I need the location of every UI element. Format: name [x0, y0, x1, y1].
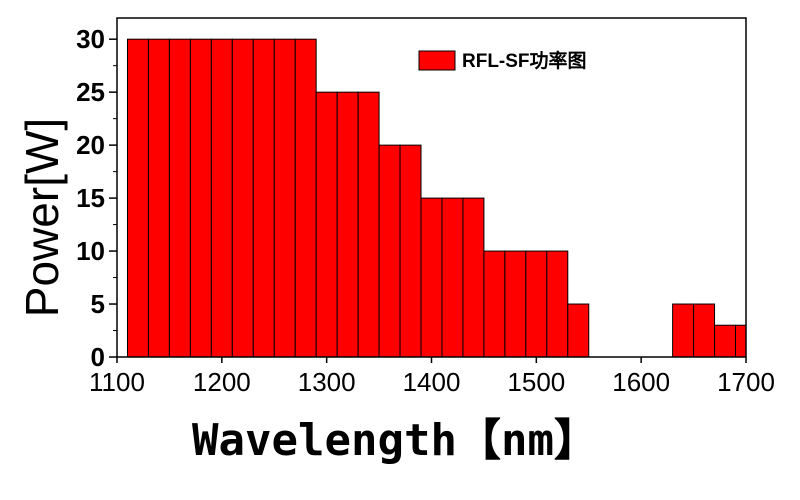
- x-tick-label: 1500: [507, 367, 565, 397]
- histogram-bar: [567, 303, 590, 358]
- histogram-bar: [189, 38, 212, 358]
- x-tick-label: 1100: [89, 367, 145, 397]
- histogram-bar: [252, 38, 275, 358]
- x-tick-label: 1200: [193, 367, 251, 397]
- y-tick-label: 10: [76, 236, 105, 266]
- x-tick-label: 1600: [612, 367, 670, 397]
- legend: RFL-SF功率图: [418, 49, 587, 72]
- histogram-bar: [357, 91, 380, 358]
- histogram-bar: [399, 144, 422, 358]
- legend-swatch: [418, 50, 456, 71]
- x-tick-label: 1700: [717, 367, 775, 397]
- histogram-bar: [294, 38, 317, 358]
- histogram-bar: [483, 250, 506, 358]
- histogram-bar: [147, 38, 170, 358]
- histogram-bar: [693, 303, 716, 358]
- histogram-bar: [168, 38, 191, 358]
- histogram-bar: [504, 250, 527, 358]
- histogram-bar: [735, 324, 747, 358]
- histogram-bar: [525, 250, 548, 358]
- histogram-bar: [378, 144, 401, 358]
- y-axis-ticks: 0 5 10 15 20 25 30: [76, 24, 117, 372]
- x-axis-ticks: 1100 1200 1300 1400 1500 1600 1700: [89, 357, 775, 397]
- legend-label: RFL-SF功率图: [462, 49, 587, 72]
- histogram-bar: [273, 38, 296, 358]
- histogram-bar: [714, 324, 737, 358]
- histogram-bar: [210, 38, 233, 358]
- x-tick-label: 1300: [298, 367, 356, 397]
- histogram-bar: [672, 303, 695, 358]
- histogram-bar: [126, 38, 149, 358]
- histogram-bar: [231, 38, 254, 358]
- y-tick-label: 20: [76, 130, 105, 160]
- histogram-bar: [462, 197, 485, 358]
- y-tick-label: 25: [76, 77, 105, 107]
- bars-group: [126, 38, 747, 358]
- y-tick-label: 30: [76, 24, 105, 54]
- histogram-bar: [546, 250, 569, 358]
- histogram-bar: [336, 91, 359, 358]
- y-tick-label: 5: [91, 289, 105, 319]
- y-tick-label: 15: [76, 183, 105, 213]
- histogram-bar: [315, 91, 338, 358]
- y-axis-label: Power[W]: [16, 118, 68, 317]
- x-tick-label: 1400: [403, 367, 461, 397]
- histogram-bar: [441, 197, 464, 358]
- histogram-bar: [420, 197, 443, 358]
- x-axis-label: Wavelength【nm】: [192, 415, 598, 466]
- y-tick-label: 0: [91, 342, 105, 372]
